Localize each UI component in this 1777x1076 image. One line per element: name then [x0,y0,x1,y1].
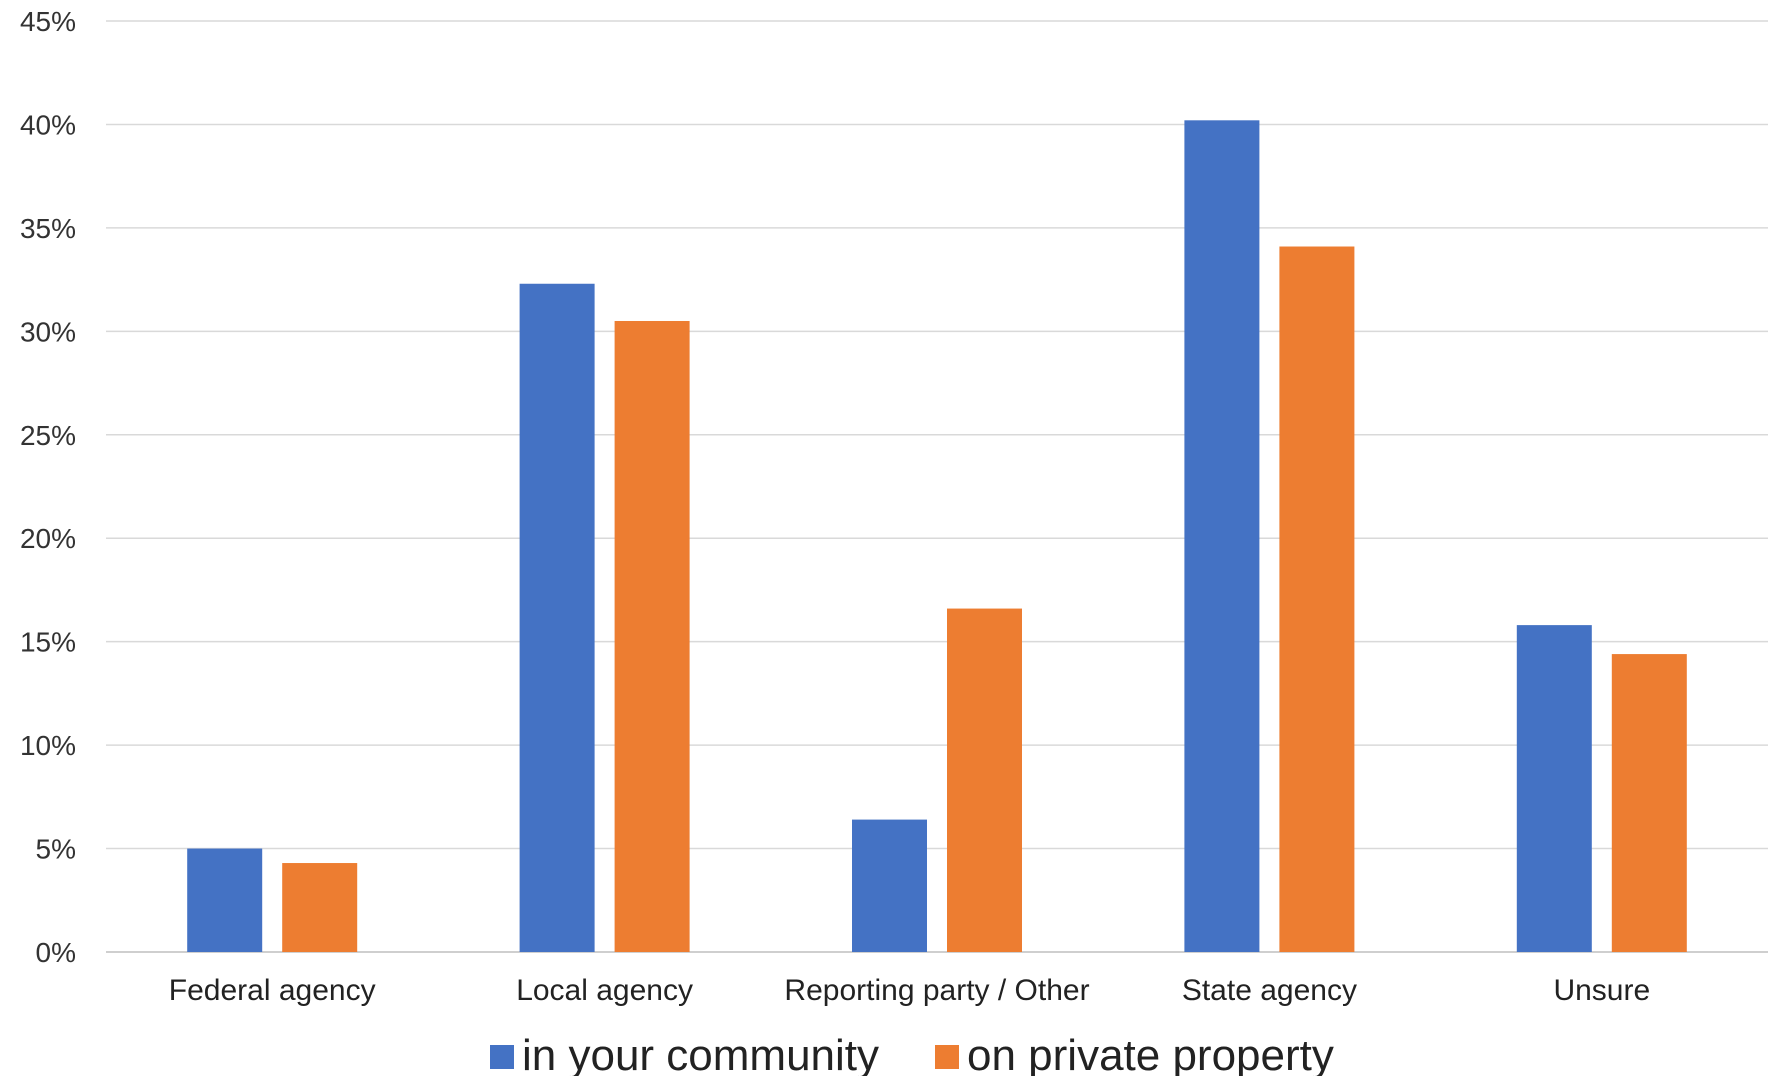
x-category-label: State agency [1182,974,1357,1007]
y-tick-label: 30% [20,316,76,347]
y-tick-label: 15% [20,627,76,658]
y-tick-label: 5% [36,834,76,865]
x-axis-category-labels: Federal agency Local agency Reporting part… [169,974,1650,1007]
legend-label: in your community [522,1031,879,1076]
legend: in your community on private property [490,1031,1334,1076]
bar-private-property [947,608,1022,952]
bar-community [1516,625,1592,952]
y-tick-label: 35% [20,213,76,244]
y-tick-label: 0% [36,937,76,968]
x-category-label: Federal agency [169,974,376,1007]
bar-private-property [282,863,358,952]
bar-community [852,819,927,952]
bar-community [519,283,595,952]
legend-label: on private property [967,1031,1334,1076]
x-category-label: Local agency [516,974,693,1007]
bar-community [1184,120,1260,953]
gridlines [106,20,1768,953]
bars [187,120,1687,953]
x-category-label: Reporting party / Other [784,974,1089,1007]
y-tick-label: 40% [20,109,76,140]
y-tick-label: 20% [20,523,76,554]
y-tick-label: 45% [20,6,76,37]
x-category-label: Unsure [1553,974,1650,1007]
bar-private-property [1611,654,1687,952]
legend-swatch [490,1045,514,1069]
bar-private-property [614,320,690,952]
bar-private-property [1279,246,1355,952]
y-tick-label: 10% [20,730,76,761]
y-axis-tick-labels: 0% 5% 10% 15% 20% 25% 30% 35% 40% 45% [20,6,76,968]
y-tick-label: 25% [20,420,76,451]
bar-community [187,848,263,952]
legend-swatch [935,1045,959,1069]
